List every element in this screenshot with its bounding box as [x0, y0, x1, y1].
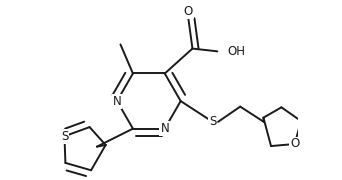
Text: O: O: [184, 5, 193, 18]
Text: O: O: [290, 138, 299, 150]
Text: OH: OH: [227, 45, 245, 58]
Text: S: S: [61, 130, 68, 143]
Text: N: N: [113, 94, 121, 108]
Text: N: N: [160, 122, 169, 135]
Text: S: S: [209, 115, 216, 128]
